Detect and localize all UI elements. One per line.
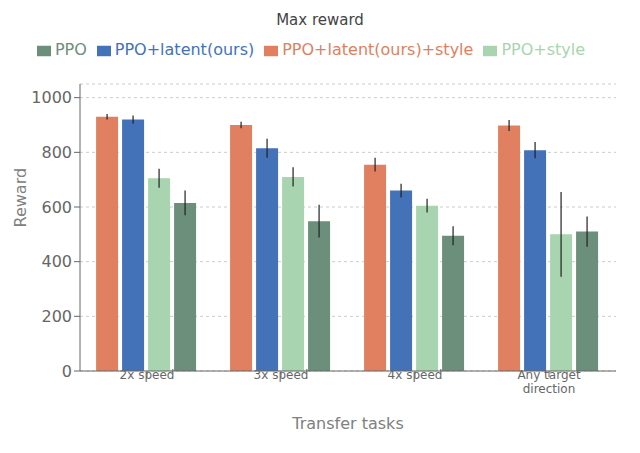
- svg-text:2x speed: 2x speed: [120, 368, 175, 382]
- html-text:PPO+latent(ours): PPO+latent(ours): [114, 40, 255, 59]
- svg-text:1000: 1000: [31, 88, 72, 107]
- svg-text:3x speed: 3x speed: [254, 368, 309, 382]
- html-text:PPO+style: PPO+style: [501, 40, 586, 59]
- svg-text:800: 800: [41, 143, 72, 162]
- svg-text:600: 600: [41, 198, 72, 217]
- svg-text:200: 200: [41, 307, 72, 326]
- svg-text:0: 0: [62, 362, 72, 381]
- html-text:PPO: PPO: [54, 40, 87, 59]
- svg-text:Transfer tasks: Transfer tasks: [291, 414, 403, 433]
- svg-text:Reward: Reward: [11, 168, 30, 228]
- svg-text:Any targetdirection: Any targetdirection: [517, 368, 581, 396]
- html-text:Max reward: Max reward: [276, 11, 364, 29]
- html-text:PPO+latent(ours)+style: PPO+latent(ours)+style: [282, 40, 474, 59]
- svg-text:4x speed: 4x speed: [388, 368, 443, 382]
- svg-text:400: 400: [41, 252, 72, 271]
